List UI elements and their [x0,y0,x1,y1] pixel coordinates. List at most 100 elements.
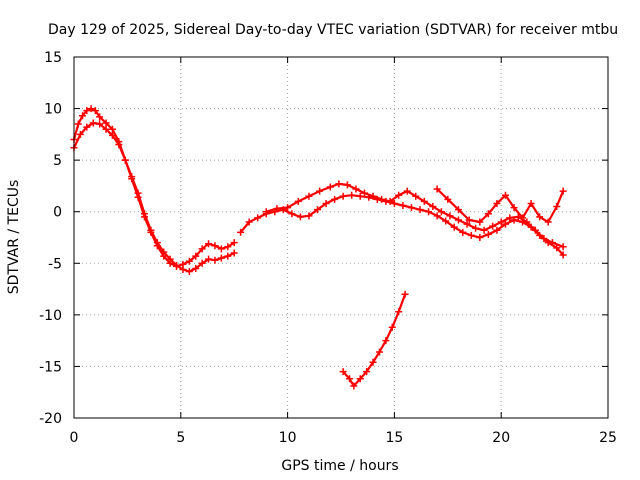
data-point [489,222,497,230]
series-6 [433,185,567,226]
data-point [360,189,368,197]
data-point [140,210,148,218]
data-point [192,252,200,260]
x-tick-label: 20 [492,430,510,446]
data-point [493,226,501,234]
x-axis-label: GPS time / hours [281,458,398,474]
series-line [436,187,565,224]
data-point [284,204,292,212]
data-point [322,199,330,207]
data-point [166,255,174,263]
data-point [459,228,467,236]
data-point [224,252,232,260]
data-point [375,348,383,356]
data-point [536,213,544,221]
y-tick-label: 10 [44,102,62,118]
data-point [386,197,394,205]
data-point [83,107,91,115]
y-axis-label: SDTVAR / TECUs [6,180,22,295]
data-point [96,113,104,121]
data-point [501,191,509,199]
data-point [480,226,488,234]
y-tick-label: -15 [39,359,62,375]
data-point [519,214,527,222]
x-tick-label: 0 [70,430,79,446]
data-point [540,235,548,243]
data-point [128,173,136,181]
data-point [390,199,398,207]
data-point [185,268,193,276]
data-point [484,210,492,218]
data-point [237,228,245,236]
data-point [211,242,219,250]
data-point [527,199,535,207]
data-point [305,192,313,200]
data-point [74,120,82,128]
series-1 [70,105,238,270]
data-point [326,183,334,191]
data-point [425,208,433,216]
data-point [108,125,116,133]
data-point [198,245,206,253]
data-point [262,208,270,216]
data-point [369,358,377,366]
series-4 [262,180,567,251]
data-point [198,259,206,267]
data-point [192,264,200,272]
data-point [450,223,458,231]
data-point [378,195,386,203]
data-point [331,195,339,203]
data-point [305,212,313,220]
data-point [339,368,347,376]
data-point [108,131,116,139]
data-point [523,218,531,226]
y-tick-label: -5 [48,256,62,272]
data-point [288,210,296,218]
y-tick-label: -20 [39,411,62,427]
data-point [382,337,390,345]
data-point [531,226,539,234]
data-point [433,185,441,193]
data-point [510,204,518,212]
data-point [369,192,377,200]
data-point [444,195,452,203]
data-point [559,187,567,195]
data-point [350,382,358,390]
data-point [553,203,561,211]
data-point [416,206,424,214]
data-point [506,214,514,222]
data-point [544,218,552,226]
data-point [153,239,161,247]
grid-lines [74,57,608,418]
data-point [429,203,437,211]
x-tick-label: 10 [279,430,297,446]
data-point [559,251,567,259]
data-point [493,199,501,207]
data-point [407,204,415,212]
data-point [217,254,225,262]
data-point [472,224,480,232]
data-point [403,187,411,195]
data-point [497,218,505,226]
data-point [91,107,99,115]
axis-ticks: 0 5 10 15 20 25 15 10 5 0 -5 -10 -15 -20 [39,50,617,446]
data-point [395,308,403,316]
data-point [476,218,484,226]
y-tick-label: 5 [53,153,62,169]
data-point [352,185,360,193]
data-point [363,368,371,376]
data-point [217,245,225,253]
data-point [224,243,232,251]
data-point [335,180,343,188]
data-point [356,192,364,200]
data-point [399,202,407,210]
data-point [412,192,420,200]
x-tick-label: 25 [599,430,617,446]
data-point [437,208,445,216]
plot-frame [73,56,609,419]
data-point [230,239,238,247]
series-2 [70,119,238,276]
data-point [316,187,324,195]
series-5 [339,290,409,390]
